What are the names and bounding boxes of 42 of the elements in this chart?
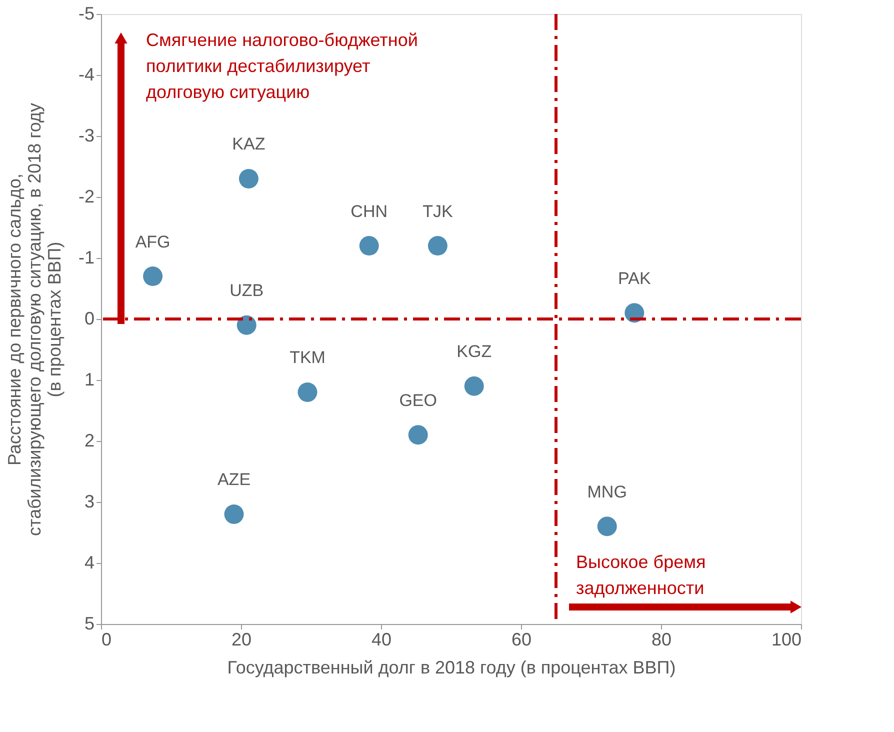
x-tick-label: 80 (651, 630, 672, 650)
data-label: UZB (230, 281, 264, 300)
x-axis-title: Государственный долг в 2018 году (в процентах ВВП) (227, 658, 676, 678)
data-label: GEO (399, 390, 437, 410)
x-tick-label: 60 (511, 630, 532, 650)
y-tick-label: 2 (84, 430, 94, 450)
x-tick-label: 20 (231, 630, 252, 650)
point (238, 168, 258, 188)
x-tick-label: 0 (102, 630, 112, 650)
data-label: PAK (618, 268, 652, 288)
y-tick-label: -3 (78, 126, 94, 146)
y-tick-label: 0 (84, 308, 94, 328)
point (428, 236, 448, 256)
y-tick-label: 5 (84, 614, 94, 634)
point (298, 382, 318, 402)
annotation: Смягчение налогово-бюджетной политики дестабилизирует долговую ситуацию (146, 30, 418, 102)
data-label: KAZ (232, 134, 266, 154)
y-tick-label: 3 (84, 492, 94, 512)
y-tick-label: -1 (78, 248, 94, 268)
data-label: AZE (217, 470, 251, 490)
data-label: TJK (422, 202, 454, 221)
y-axis-title: Расстояние до первичного сальдо, стабилизирующего долговую ситуацию, в 2018 году (в процентах ВВП) (4, 103, 64, 536)
point (408, 425, 428, 445)
point (236, 315, 256, 335)
y-tick-label: 1 (84, 370, 94, 390)
y-tick-label: -4 (78, 64, 94, 84)
x-tick-label: 40 (371, 630, 392, 650)
y-tick-label: -5 (78, 4, 94, 24)
y-tick-label: 4 (84, 552, 94, 572)
point (464, 376, 484, 396)
x-tick-label: 100 (771, 630, 802, 650)
point (143, 266, 163, 286)
data-label: TKM (290, 348, 326, 368)
data-label: KGZ (456, 342, 492, 362)
point (224, 504, 244, 524)
point (359, 236, 379, 256)
annotation: Высокое бремя задолженности (576, 552, 706, 598)
data-label: MNG (587, 482, 627, 502)
point (597, 516, 617, 536)
y-tick-label: -2 (78, 186, 94, 206)
data-label: CHN (350, 202, 388, 221)
data-label: AFG (135, 232, 170, 252)
